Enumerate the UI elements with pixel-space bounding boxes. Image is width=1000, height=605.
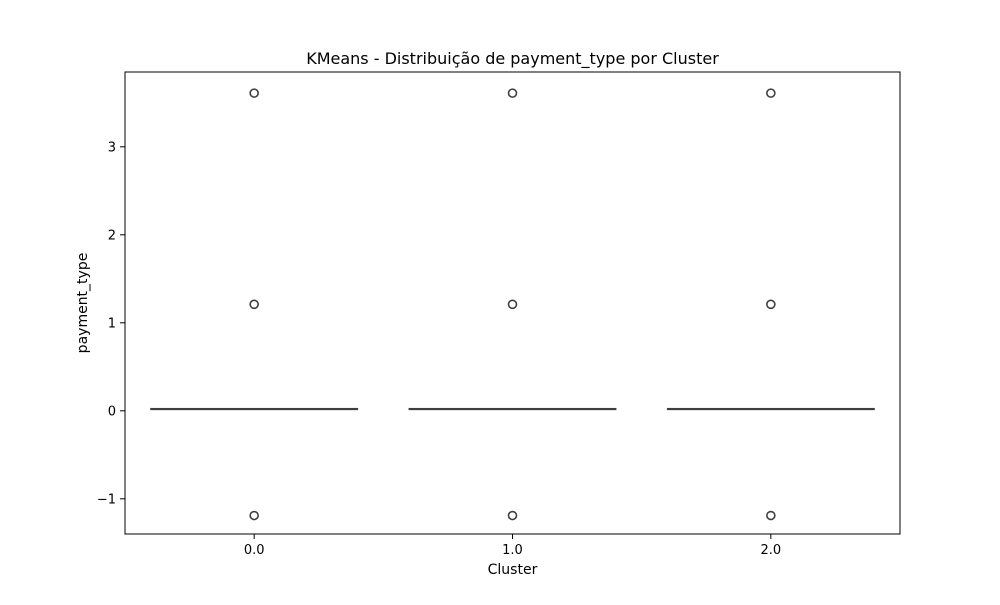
y-tick-label: 1: [108, 316, 116, 331]
y-axis-label: payment_type: [75, 253, 91, 354]
chart-title: KMeans - Distribuição de payment_type po…: [306, 49, 719, 69]
outlier-point: [249, 510, 259, 521]
outlier-point: [507, 510, 518, 521]
plot-frame: [124, 71, 901, 535]
plot-marks: [150, 88, 875, 521]
box-group-2.0: [666, 88, 875, 521]
outlier-point: [507, 299, 518, 310]
y-tick-label: 0: [108, 404, 116, 419]
x-tick-label: 1.0: [502, 543, 523, 558]
outlier-point: [766, 510, 776, 521]
x-axis-ticks: 0.0 1.0 2.0: [244, 534, 781, 558]
x-axis-label: Cluster: [488, 562, 538, 578]
box-group-0.0: [150, 88, 359, 521]
y-axis-ticks: −1 0 1 2 3: [97, 140, 125, 507]
y-tick-label: −1: [97, 492, 116, 507]
outlier-point: [766, 299, 776, 310]
outlier-point: [249, 88, 259, 98]
box-group-1.0: [408, 88, 617, 521]
y-tick-label: 2: [108, 228, 116, 243]
x-tick-label: 0.0: [244, 543, 265, 558]
outlier-point: [766, 88, 776, 98]
outlier-point: [507, 88, 518, 98]
x-tick-label: 2.0: [760, 543, 781, 558]
y-tick-label: 3: [108, 140, 116, 155]
outlier-point: [249, 299, 259, 310]
